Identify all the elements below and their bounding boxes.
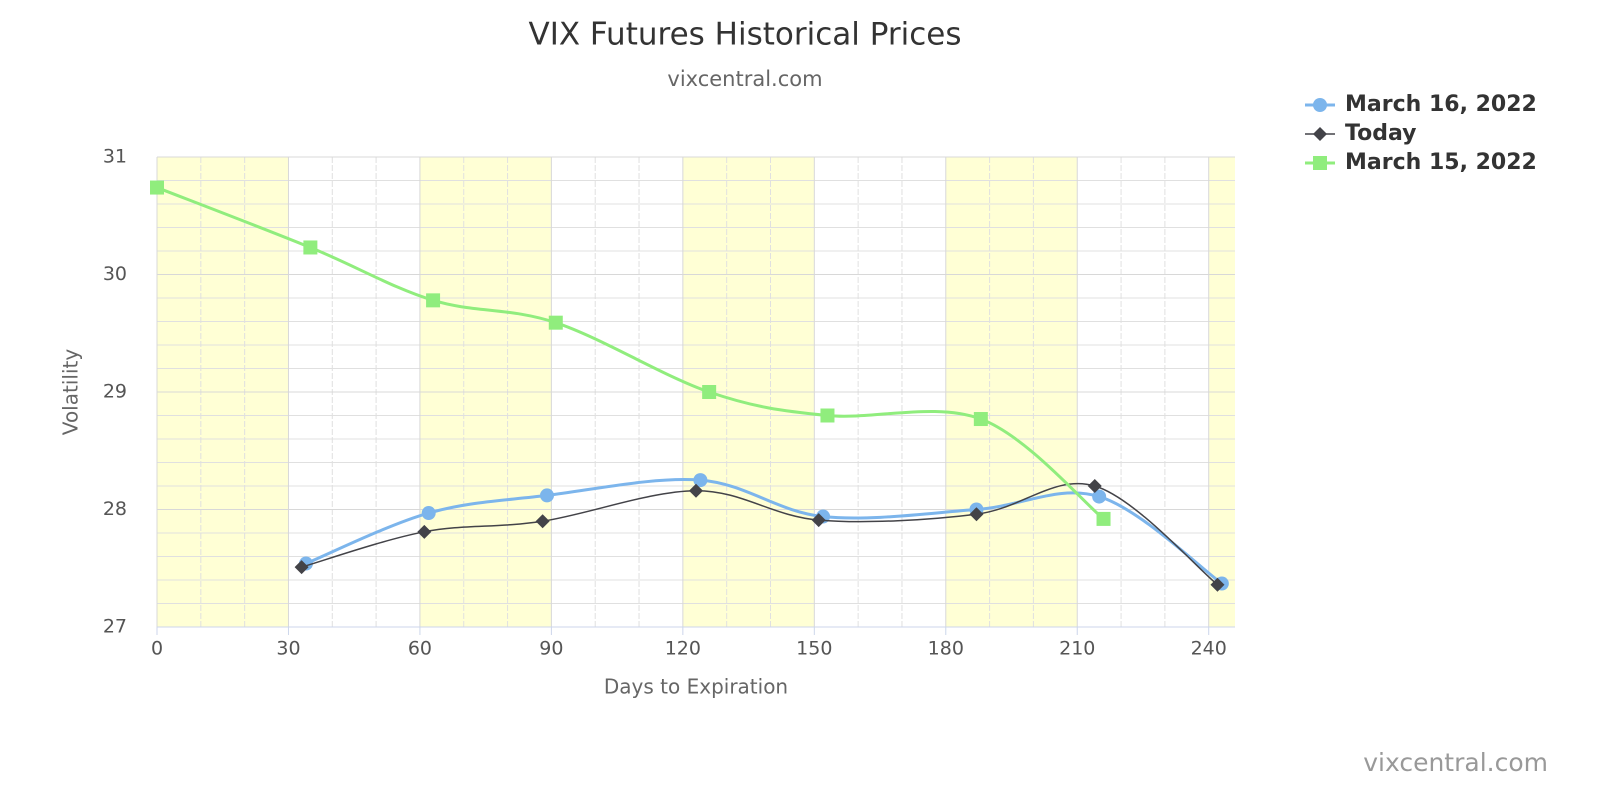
marker: [294, 560, 309, 575]
marker: [689, 483, 703, 498]
x-tick-label: 120: [665, 638, 701, 660]
marker: [535, 514, 550, 529]
series-line: [156, 186, 1105, 521]
marker: [548, 315, 563, 330]
x-tick-label: 240: [1191, 638, 1227, 660]
legend-label: Today: [1345, 121, 1416, 146]
marker: [973, 412, 988, 427]
marker: [1313, 127, 1327, 141]
marker: [426, 293, 441, 308]
marker: [540, 488, 555, 503]
y-tick-label: 31: [103, 146, 127, 168]
x-tick-label: 30: [276, 638, 300, 660]
marker: [1096, 511, 1111, 526]
marker: [811, 513, 826, 528]
marker: [1313, 156, 1327, 170]
marker: [1313, 98, 1327, 112]
chart-subtitle: vixcentral.com: [667, 67, 822, 91]
marker: [417, 524, 432, 539]
y-axis-label: Volatility: [59, 349, 83, 436]
x-tick-label: 90: [539, 638, 563, 660]
legend-label: March 15, 2022: [1345, 150, 1537, 175]
y-tick-label: 28: [103, 498, 127, 520]
y-tick-label: 27: [103, 616, 127, 638]
x-tick-label: 180: [928, 638, 964, 660]
y-tick-label: 30: [103, 263, 127, 285]
marker: [421, 506, 436, 521]
credits: vixcentral.com: [1363, 748, 1548, 777]
x-tick-label: 210: [1059, 638, 1095, 660]
x-tick-label: 150: [796, 638, 832, 660]
marker: [702, 385, 717, 399]
series-line: [301, 482, 1218, 586]
chart-title: VIX Futures Historical Prices: [528, 17, 961, 53]
y-tick-label: 29: [103, 381, 127, 403]
marker: [1092, 489, 1107, 504]
marker: [820, 408, 835, 423]
legend-label: March 16, 2022: [1345, 92, 1537, 117]
marker: [1210, 577, 1225, 592]
x-axis-label: Days to Expiration: [604, 675, 788, 699]
marker: [303, 240, 318, 255]
marker: [150, 180, 164, 195]
marker: [1087, 479, 1102, 493]
marker: [693, 473, 708, 488]
x-tick-label: 0: [151, 638, 163, 660]
x-tick-label: 60: [408, 638, 432, 660]
marker: [969, 507, 984, 522]
